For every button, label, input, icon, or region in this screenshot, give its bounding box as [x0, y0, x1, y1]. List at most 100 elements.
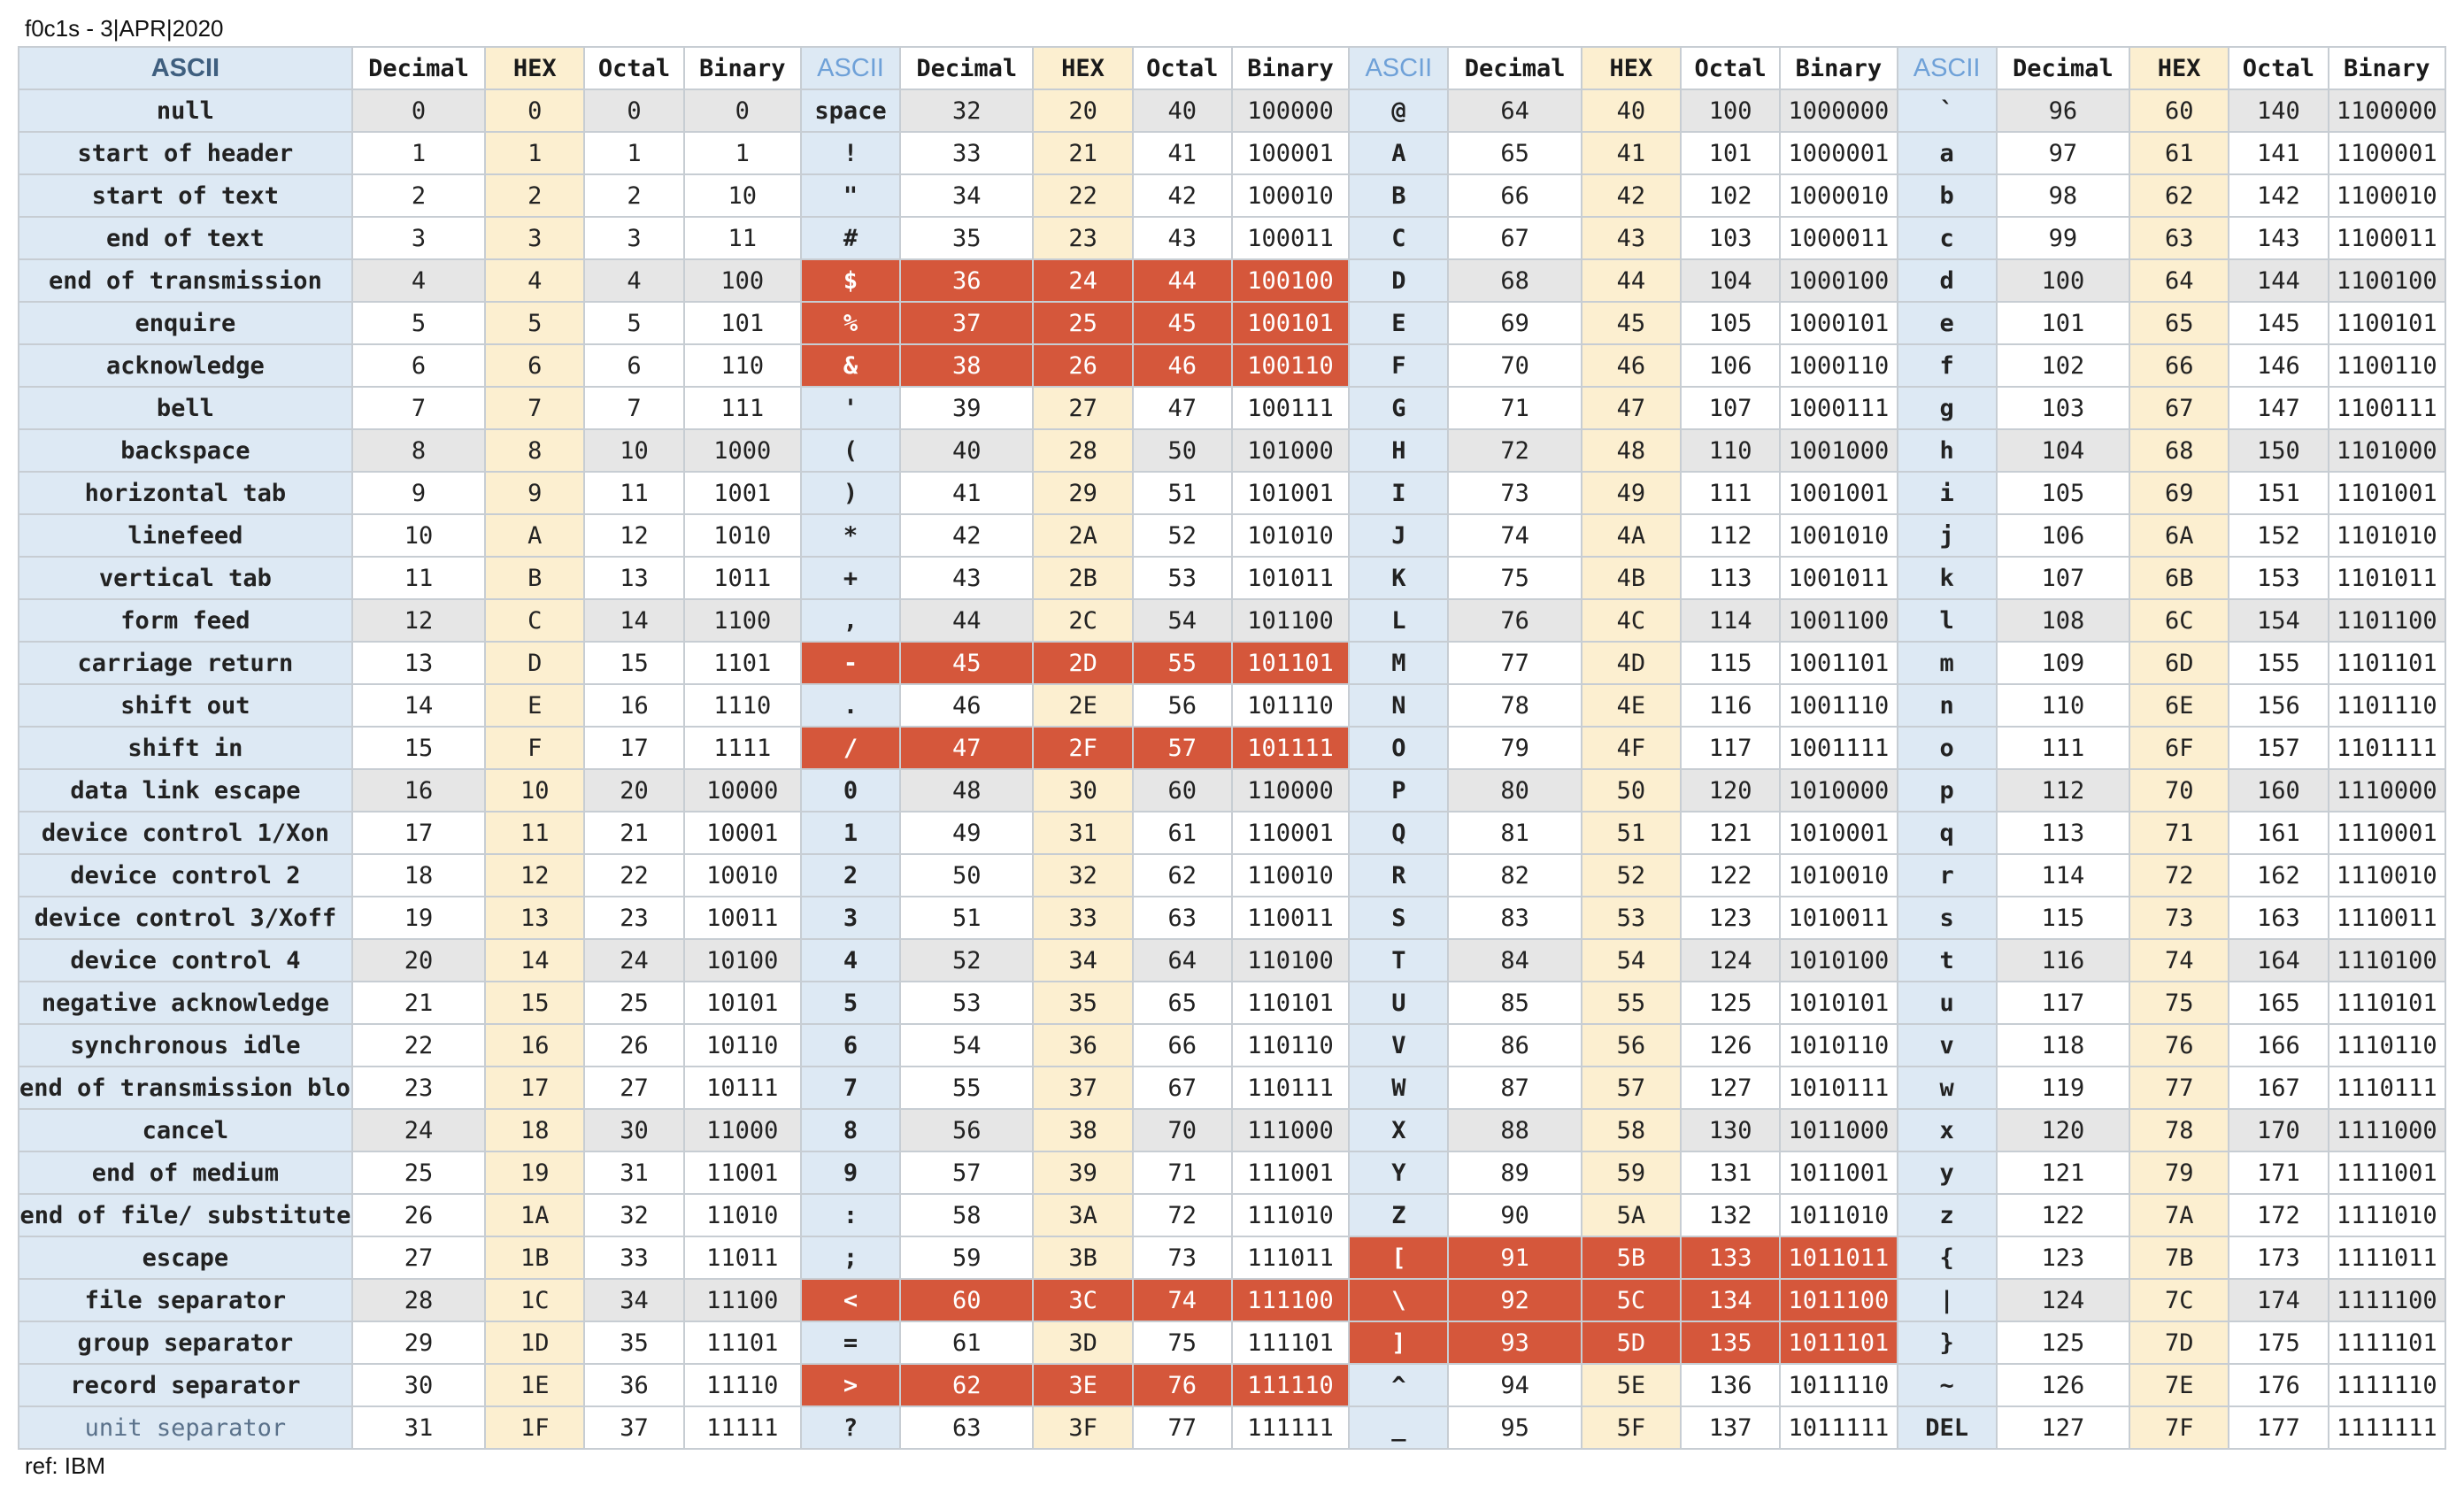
- binary-cell: 1001101: [1779, 641, 1898, 685]
- hex-cell: 31: [1032, 811, 1134, 855]
- decimal-cell: 10: [350, 513, 487, 558]
- decimal-cell: 116: [1995, 938, 2131, 982]
- octal-cell: 161: [2228, 811, 2329, 855]
- control-name-cell: shift in: [18, 726, 353, 770]
- ascii-char: x: [1896, 1108, 1998, 1152]
- decimal-cell: 24: [350, 1108, 487, 1152]
- table-row: device control 4 20 14 24 10100 4 52 34 64 110100…: [18, 938, 2447, 982]
- decimal-cell: 39: [899, 386, 1035, 430]
- decimal-cell: 98: [1995, 173, 2131, 218]
- ascii-char: A: [1348, 131, 1450, 175]
- decimal-cell: 100: [1995, 258, 2131, 303]
- binary-cell: 100111: [1230, 386, 1351, 430]
- binary-cell: 1011100: [1779, 1278, 1898, 1322]
- octal-cell: 114: [1679, 598, 1782, 643]
- hex-cell: 22: [1032, 173, 1134, 218]
- octal-cell: 144: [2228, 258, 2329, 303]
- octal-cell: 126: [1679, 1023, 1782, 1067]
- binary-cell: 1110011: [2327, 896, 2447, 940]
- table-row: shift in 15 F 17 1111/47 2F 57 101111 O 79 4F 117 10…: [18, 726, 2447, 770]
- binary-cell: 1100101: [2327, 301, 2447, 345]
- hex-cell: 49: [1580, 471, 1682, 515]
- octal-cell: 67: [1131, 1066, 1233, 1110]
- hex-cell: 74: [2129, 938, 2230, 982]
- ascii-table: ASCII Decimal HEX Octal Binary ASCII Dec…: [18, 46, 2447, 1450]
- control-name-cell: synchronous idle: [18, 1023, 353, 1067]
- decimal-cell: 115: [1995, 896, 2131, 940]
- decimal-cell: 33: [899, 131, 1035, 175]
- octal-cell: 75: [1131, 1321, 1233, 1365]
- decimal-cell: 114: [1995, 853, 2131, 897]
- octal-cell: 20: [583, 768, 685, 812]
- ascii-char: D: [1348, 258, 1450, 303]
- binary-cell: 1100010: [2327, 173, 2447, 218]
- octal-cell: 16: [583, 683, 685, 728]
- hex-cell: 3D: [1032, 1321, 1134, 1365]
- binary-cell: 1010000: [1779, 768, 1898, 812]
- decimal-cell: 66: [1447, 173, 1582, 218]
- hex-cell: 3A: [1032, 1193, 1134, 1237]
- decimal-cell: 19: [350, 896, 487, 940]
- control-name-cell: end of transmission block: [18, 1066, 353, 1110]
- hex-cell: 3B: [1032, 1236, 1134, 1280]
- octal-cell: 25: [583, 981, 685, 1025]
- octal-cell: 56: [1131, 683, 1233, 728]
- octal-cell: 162: [2228, 853, 2329, 897]
- decimal-cell: 68: [1447, 258, 1582, 303]
- binary-cell: 111101: [1230, 1321, 1351, 1365]
- ascii-char: Y: [1348, 1151, 1450, 1195]
- decimal-cell: 52: [899, 938, 1035, 982]
- table-row: end of transmission 4 4 4 100 $36 24 44 100100 D 6…: [18, 258, 2447, 303]
- binary-cell: 1011001: [1779, 1151, 1898, 1195]
- binary-cell: 0: [682, 89, 802, 133]
- binary-cell: 1100110: [2327, 343, 2447, 388]
- octal-cell: 34: [583, 1278, 685, 1322]
- binary-cell: 10011: [682, 896, 802, 940]
- binary-cell: 1000: [682, 428, 802, 473]
- decimal-cell: 22: [350, 1023, 487, 1067]
- decimal-cell: 86: [1447, 1023, 1582, 1067]
- table-row: start of text 2 2 2 10 " 34 22 42 100010 B 66 42 102 1…: [18, 173, 2447, 218]
- hex-cell: 53: [1580, 896, 1682, 940]
- ascii-char: |: [1896, 1278, 1998, 1322]
- decimal-cell: 113: [1995, 811, 2131, 855]
- decimal-cell: 54: [899, 1023, 1035, 1067]
- control-name-cell: end of file/ substitute: [18, 1193, 353, 1237]
- ascii-char: e: [1896, 301, 1998, 345]
- octal-cell: 102: [1679, 173, 1782, 218]
- binary-cell: 11000: [682, 1108, 802, 1152]
- decimal-cell: 30: [350, 1363, 487, 1407]
- binary-cell: 1000010: [1779, 173, 1898, 218]
- hex-cell: 1A: [484, 1193, 586, 1237]
- ascii-char: M: [1348, 641, 1450, 685]
- hex-cell: 11: [484, 811, 586, 855]
- hex-cell: 1C: [484, 1278, 586, 1322]
- hex-cell: 7E: [2129, 1363, 2230, 1407]
- octal-cell: 74: [1131, 1278, 1233, 1322]
- hex-cell: D: [484, 641, 586, 685]
- octal-cell: 164: [2228, 938, 2329, 982]
- decimal-cell: 70: [1447, 343, 1582, 388]
- decimal-cell: 41: [899, 471, 1035, 515]
- header-hex: HEX: [1032, 46, 1134, 90]
- binary-cell: 11011: [682, 1236, 802, 1280]
- decimal-cell: 8: [350, 428, 487, 473]
- binary-cell: 110100: [1230, 938, 1351, 982]
- decimal-cell: 81: [1447, 811, 1582, 855]
- decimal-cell: 43: [899, 556, 1035, 600]
- ascii-char: 1: [799, 811, 902, 855]
- hex-cell: 5D: [1580, 1321, 1682, 1365]
- octal-cell: 115: [1679, 641, 1782, 685]
- header-octal: Octal: [1131, 46, 1233, 90]
- ascii-char: ]: [1348, 1321, 1450, 1365]
- hex-cell: 5E: [1580, 1363, 1682, 1407]
- control-name-cell: device control 2: [18, 853, 353, 897]
- binary-cell: 1111110: [2327, 1363, 2447, 1407]
- decimal-cell: 124: [1995, 1278, 2131, 1322]
- ascii-char: J: [1348, 513, 1450, 558]
- binary-cell: 11101: [682, 1321, 802, 1365]
- binary-cell: 101100: [1230, 598, 1351, 643]
- binary-cell: 1001100: [1779, 598, 1898, 643]
- hex-cell: 2: [484, 173, 586, 218]
- decimal-cell: 87: [1447, 1066, 1582, 1110]
